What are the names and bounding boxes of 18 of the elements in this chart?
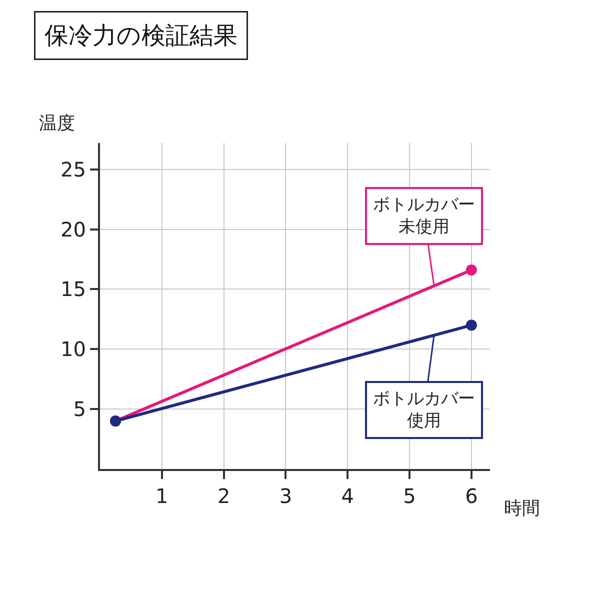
y-tick-label: 20 [60,217,86,242]
x-tick-label: 3 [279,484,292,508]
x-tick-label: 6 [465,484,478,508]
y-tick-label: 15 [60,277,86,302]
y-tick-label: 25 [60,157,86,182]
point [466,264,477,276]
series-label: ボトルカバー未使用 [373,195,475,238]
point [466,320,477,331]
y-tick-label: 5 [73,397,86,422]
x-tick-label: 1 [156,484,168,508]
y-tick-label: 10 [60,337,86,362]
x-tick-label: 4 [341,484,354,508]
x-axis-title: 時間 [504,498,540,519]
text: ボトルカバー使用 [373,389,475,432]
y-axis-title: 温度 [39,113,75,134]
x-tick-label: 5 [403,484,416,508]
chart-title: 保冷力の検証結果 [44,22,238,50]
x-tick-label: 2 [217,484,230,508]
